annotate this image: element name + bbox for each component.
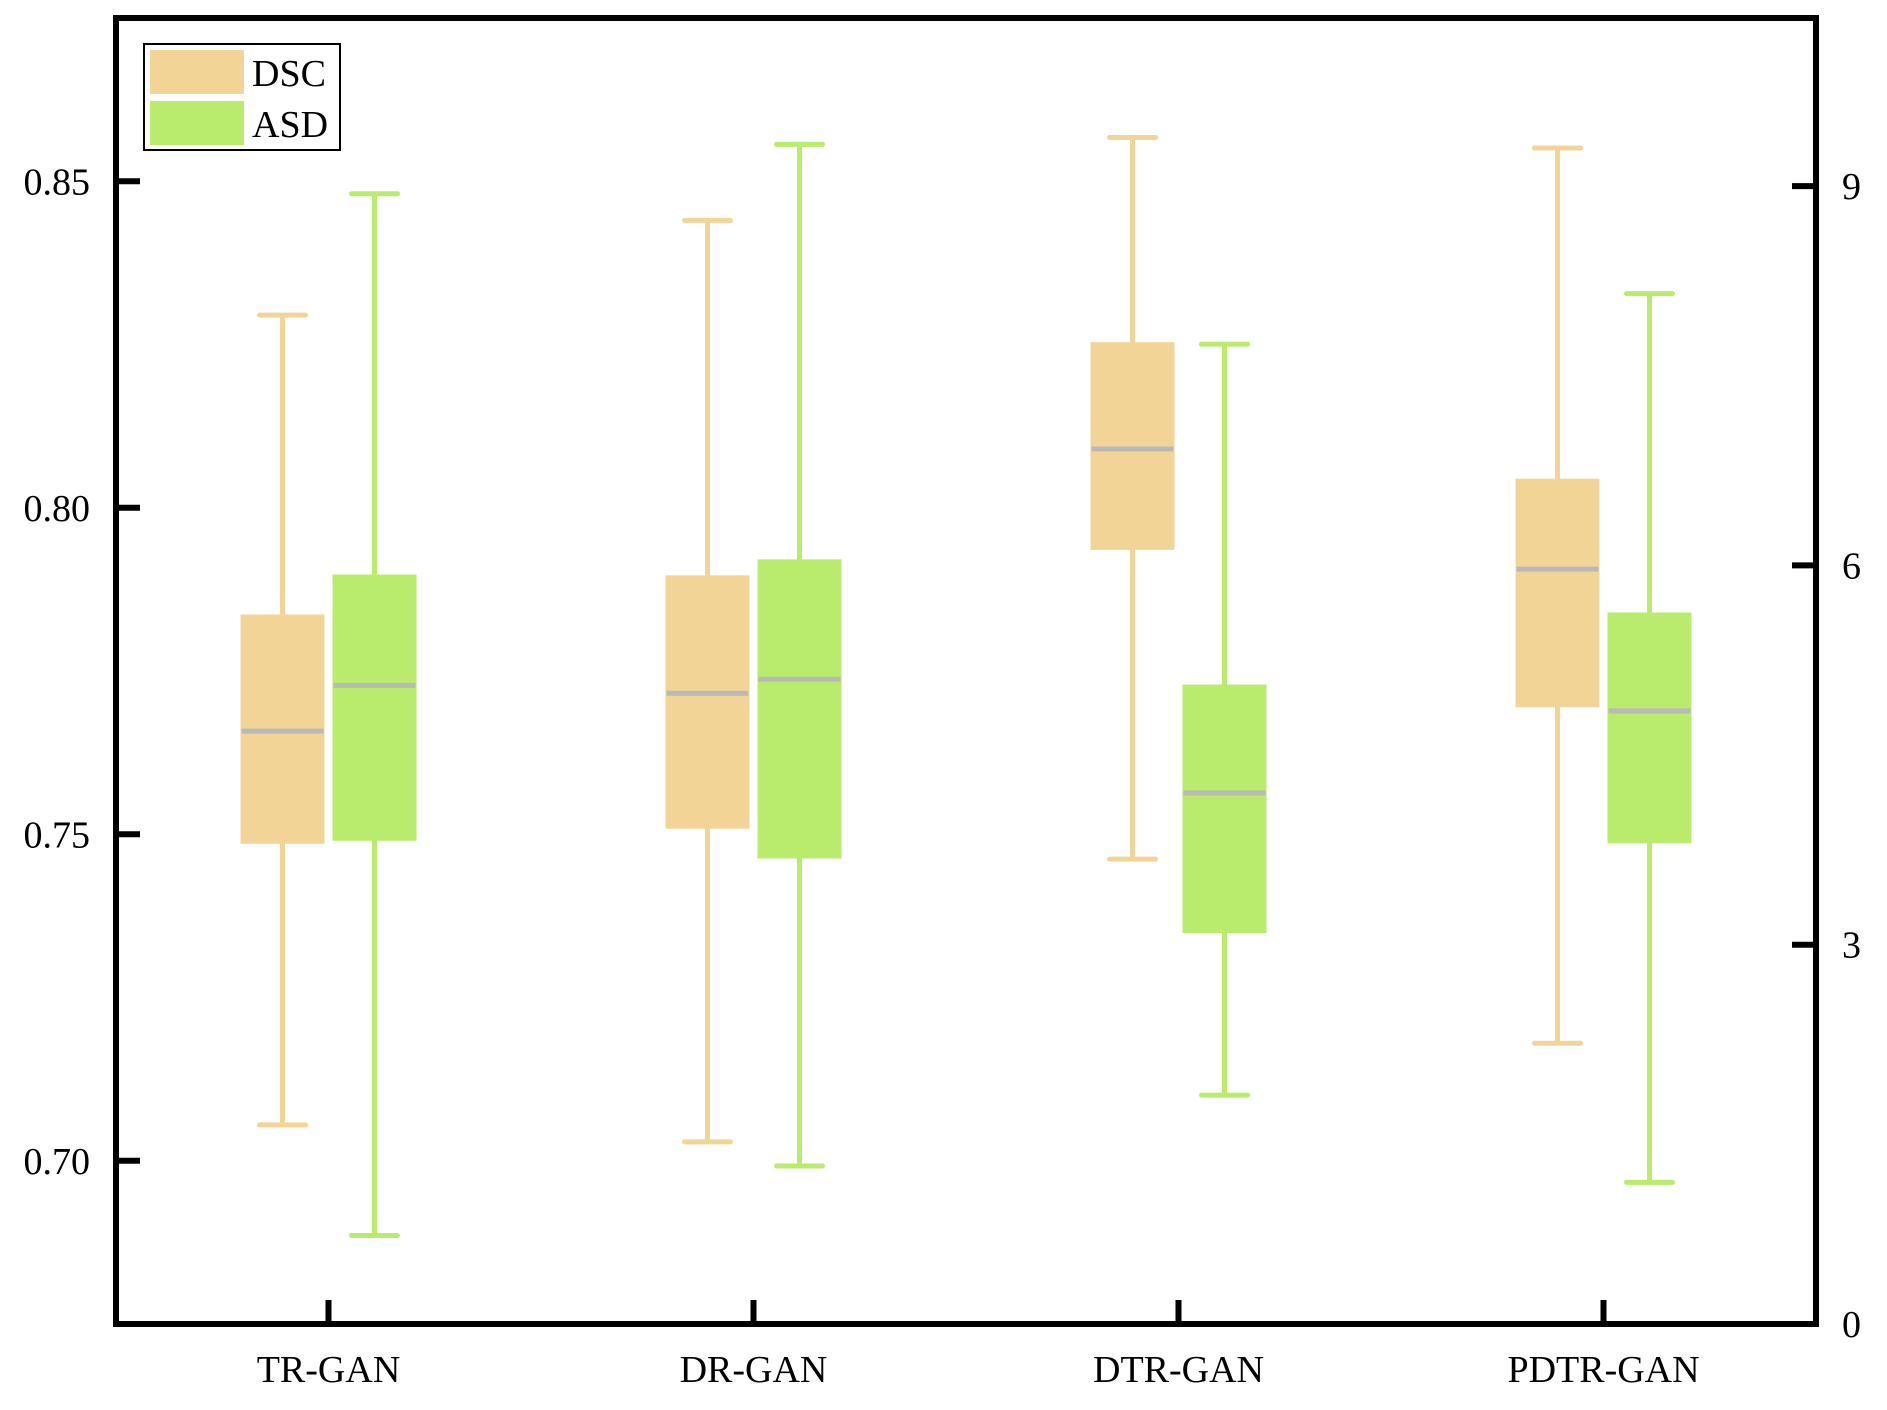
legend-swatch: [150, 101, 244, 145]
boxes-layer: [240, 134, 1692, 1239]
dsc-iqr-box: [1515, 478, 1600, 708]
asd-iqr-box: [1607, 612, 1692, 844]
left-axis-tick-label: 0.70: [24, 1141, 91, 1183]
asd-box-tr-gan: [332, 191, 417, 1239]
asd-iqr-box: [757, 559, 842, 859]
right-axis-tick-label: 6: [1842, 545, 1861, 587]
dsc-box-dtr-gan: [1090, 134, 1175, 862]
plot-frame: [113, 15, 1819, 1327]
right-axis-tick-label: 9: [1842, 166, 1861, 208]
right-axis-tick-label: 3: [1842, 925, 1861, 967]
legend-label: DSC: [252, 53, 326, 95]
legend: DSC ASD: [143, 43, 341, 151]
x-axis-category-label: PDTR-GAN: [1507, 1349, 1699, 1391]
legend-swatch: [150, 50, 244, 94]
x-axis-category-label: TR-GAN: [257, 1349, 401, 1391]
axes-layer: 0.70 0.75 0.80 0.85 0 3 6 9 TR-GAN DR-GAN DTR-GAN P…: [24, 15, 1861, 1391]
asd-iqr-box: [332, 574, 417, 841]
left-axis-tick-label: 0.85: [24, 161, 91, 203]
right-axis-tick-label: 0: [1842, 1304, 1861, 1346]
asd-iqr-box: [1182, 684, 1267, 934]
left-axis-tick-label: 0.75: [24, 814, 91, 856]
left-axis-tick-label: 0.80: [24, 488, 91, 530]
legend-label: ASD: [252, 104, 328, 146]
asd-box-dr-gan: [757, 141, 842, 1169]
asd-box-pdtr-gan: [1607, 291, 1692, 1185]
dsc-box-tr-gan: [240, 312, 325, 1128]
dsc-box-pdtr-gan: [1515, 145, 1600, 1046]
x-axis-category-label: DR-GAN: [680, 1349, 828, 1391]
dsc-iqr-box: [665, 575, 750, 829]
dsc-box-dr-gan: [665, 217, 750, 1145]
asd-box-dtr-gan: [1182, 341, 1267, 1098]
dsc-iqr-box: [1090, 342, 1175, 550]
x-axis-category-label: DTR-GAN: [1093, 1349, 1264, 1391]
